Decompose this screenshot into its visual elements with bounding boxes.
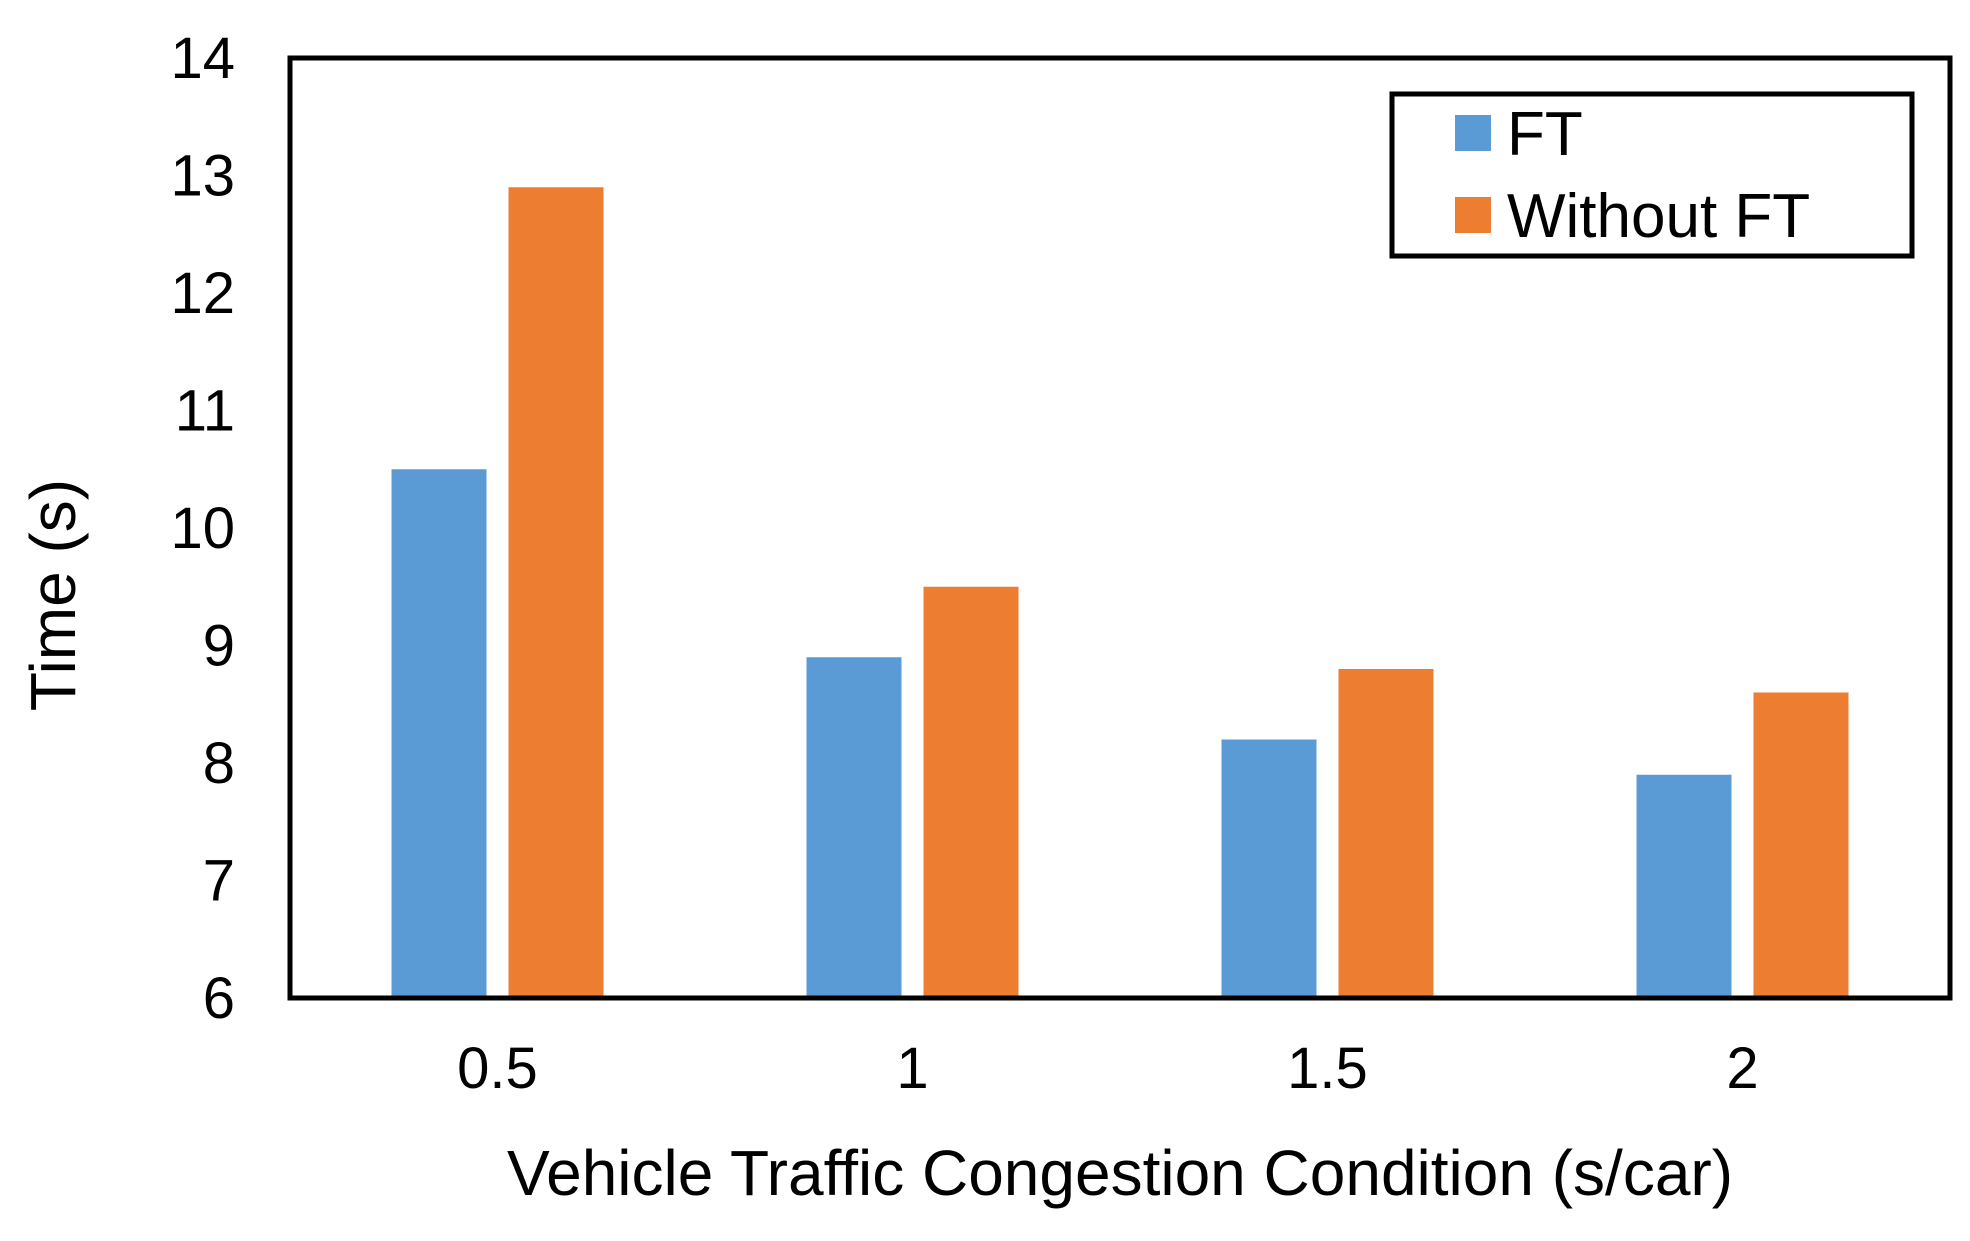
- y-tick-label: 8: [203, 731, 235, 796]
- y-tick-label: 12: [170, 261, 235, 326]
- bar-ft-2: [1636, 774, 1732, 998]
- y-tick-label: 6: [203, 966, 235, 1031]
- bar-without-ft-2: [1753, 692, 1849, 998]
- y-axis-title: Time (s): [17, 479, 89, 711]
- bars-layer: [391, 187, 1849, 998]
- bar-ft-1: [806, 657, 902, 998]
- x-axis-title: Vehicle Traffic Congestion Condition (s/…: [507, 1137, 1733, 1209]
- legend-label-ft: FT: [1507, 100, 1583, 169]
- y-tick-label: 7: [203, 849, 235, 914]
- x-tick-label: 1.5: [1287, 1036, 1368, 1101]
- legend-swatch-without-ft: [1455, 197, 1491, 233]
- y-tick-label: 10: [170, 496, 235, 561]
- bar-without-ft-1.5: [1338, 669, 1434, 998]
- legend-label-without-ft: Without FT: [1507, 182, 1810, 251]
- y-tick-label: 14: [170, 26, 235, 91]
- bar-without-ft-0.5: [508, 187, 604, 998]
- y-tick-label: 9: [203, 614, 235, 679]
- x-tick-label: 0.5: [457, 1036, 538, 1101]
- y-tick-label: 13: [170, 144, 235, 209]
- y-tick-label: 11: [175, 379, 235, 444]
- legend-swatch-ft: [1455, 115, 1491, 151]
- x-axis-ticks: 0.5 1 1.5 2: [457, 1036, 1758, 1101]
- y-axis-ticks: 6 7 8 9 10 11 12 13 14: [170, 26, 235, 1031]
- legend: FT Without FT: [1389, 91, 1915, 259]
- x-tick-label: 2: [1726, 1036, 1758, 1101]
- x-tick-label: 1: [896, 1036, 928, 1101]
- bar-ft-1.5: [1221, 739, 1317, 998]
- bar-without-ft-1: [923, 586, 1019, 998]
- plot-frame: [287, 55, 1953, 1001]
- bar-ft-0.5: [391, 469, 487, 998]
